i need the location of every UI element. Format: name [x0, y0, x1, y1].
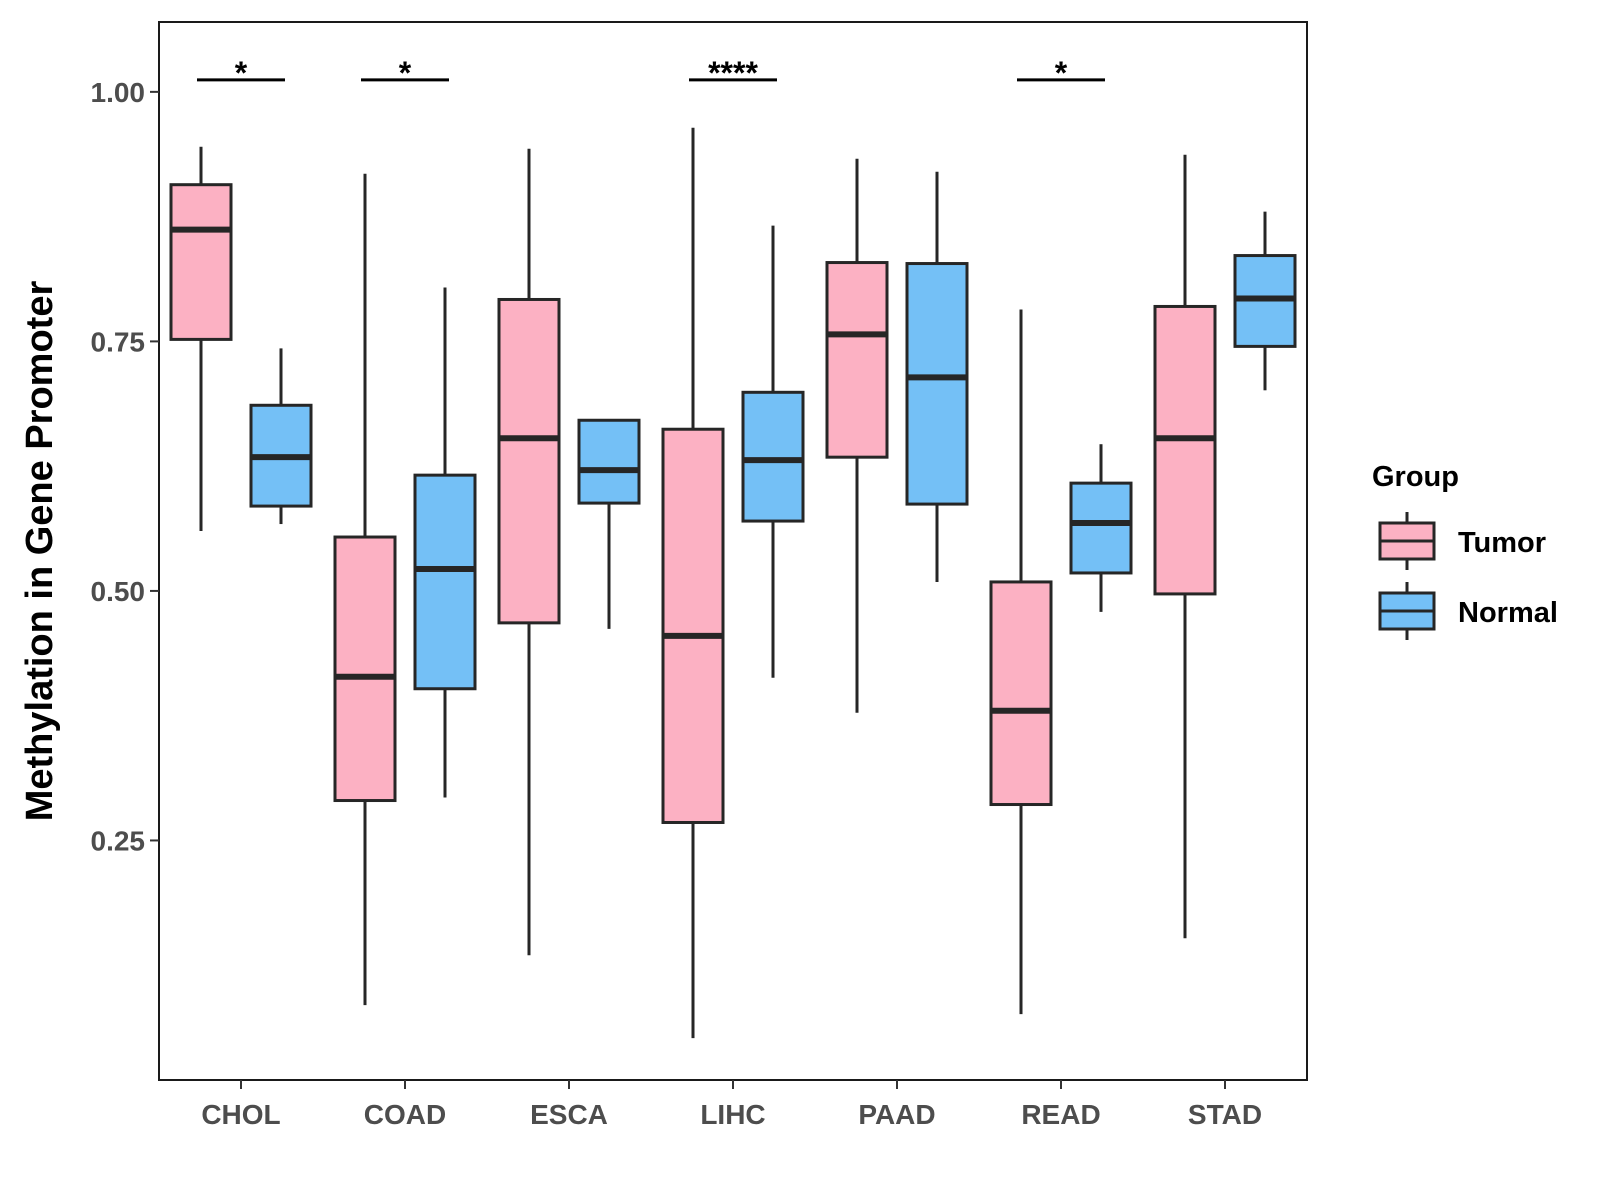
- box-normal-chol: [249, 348, 313, 525]
- x-tick-label-read: READ: [1021, 1099, 1100, 1130]
- x-axis: CHOL COAD ESCA LIHC PAAD READ STAD: [201, 1080, 1262, 1130]
- y-tick-label: 1.00: [91, 77, 146, 108]
- box-tumor-lihc: [661, 127, 725, 1039]
- box-normal-esca: [577, 418, 641, 629]
- boxes: [169, 127, 1297, 1039]
- box-tumor-read: [989, 309, 1053, 1015]
- legend: Group Tumor Normal: [1372, 461, 1558, 640]
- box-tumor-coad: [333, 173, 397, 1006]
- y-axis-title: Methylation in Gene Promoter: [19, 281, 61, 822]
- y-tick-label: 0.75: [91, 326, 146, 357]
- box-body: [741, 390, 805, 523]
- significance-annotations: * * **** *: [197, 55, 1105, 91]
- significance-coad: *: [361, 55, 449, 91]
- plot-panel: [158, 21, 1308, 1081]
- box-body: [169, 183, 233, 341]
- y-tick-label: 0.25: [91, 825, 146, 856]
- legend-entry-normal: Normal: [1378, 582, 1558, 640]
- x-tick-label-paad: PAAD: [858, 1099, 935, 1130]
- legend-entry-tumor: Tumor: [1378, 512, 1546, 570]
- x-tick-label-esca: ESCA: [530, 1099, 608, 1130]
- box-tumor-stad: [1153, 154, 1217, 939]
- box-normal-paad: [905, 171, 969, 582]
- x-tick-label-lihc: LIHC: [700, 1099, 765, 1130]
- box-normal-coad: [413, 287, 477, 798]
- significance-label: *: [399, 55, 412, 91]
- box-body: [989, 580, 1053, 807]
- box-body: [497, 297, 561, 625]
- x-tick-label-chol: CHOL: [201, 1099, 280, 1130]
- box-tumor-esca: [497, 148, 561, 956]
- box-body: [413, 473, 477, 691]
- significance-label: *: [235, 55, 248, 91]
- box-normal-read: [1069, 444, 1133, 612]
- significance-read: *: [1017, 55, 1105, 91]
- x-tick-label-stad: STAD: [1188, 1099, 1262, 1130]
- box-tumor-paad: [825, 158, 889, 713]
- box-normal-lihc: [741, 225, 805, 678]
- legend-label: Tumor: [1458, 527, 1546, 559]
- significance-chol: *: [197, 55, 285, 91]
- y-axis: 0.25 0.50 0.75 1.00: [91, 77, 159, 856]
- box-body: [905, 262, 969, 506]
- box-body: [825, 261, 889, 459]
- box-body: [333, 535, 397, 803]
- x-tick-label-coad: COAD: [364, 1099, 446, 1130]
- significance-lihc: ****: [689, 55, 777, 91]
- significance-label: *: [1055, 55, 1068, 91]
- legend-title: Group: [1372, 461, 1459, 493]
- box-tumor-chol: [169, 146, 233, 532]
- box-body: [577, 418, 641, 505]
- box-normal-stad: [1233, 211, 1297, 391]
- box-body: [1153, 304, 1217, 596]
- box-body: [661, 427, 725, 824]
- box-body: [1069, 481, 1133, 575]
- y-tick-label: 0.50: [91, 576, 146, 607]
- significance-label: ****: [708, 55, 758, 91]
- legend-label: Normal: [1458, 597, 1558, 629]
